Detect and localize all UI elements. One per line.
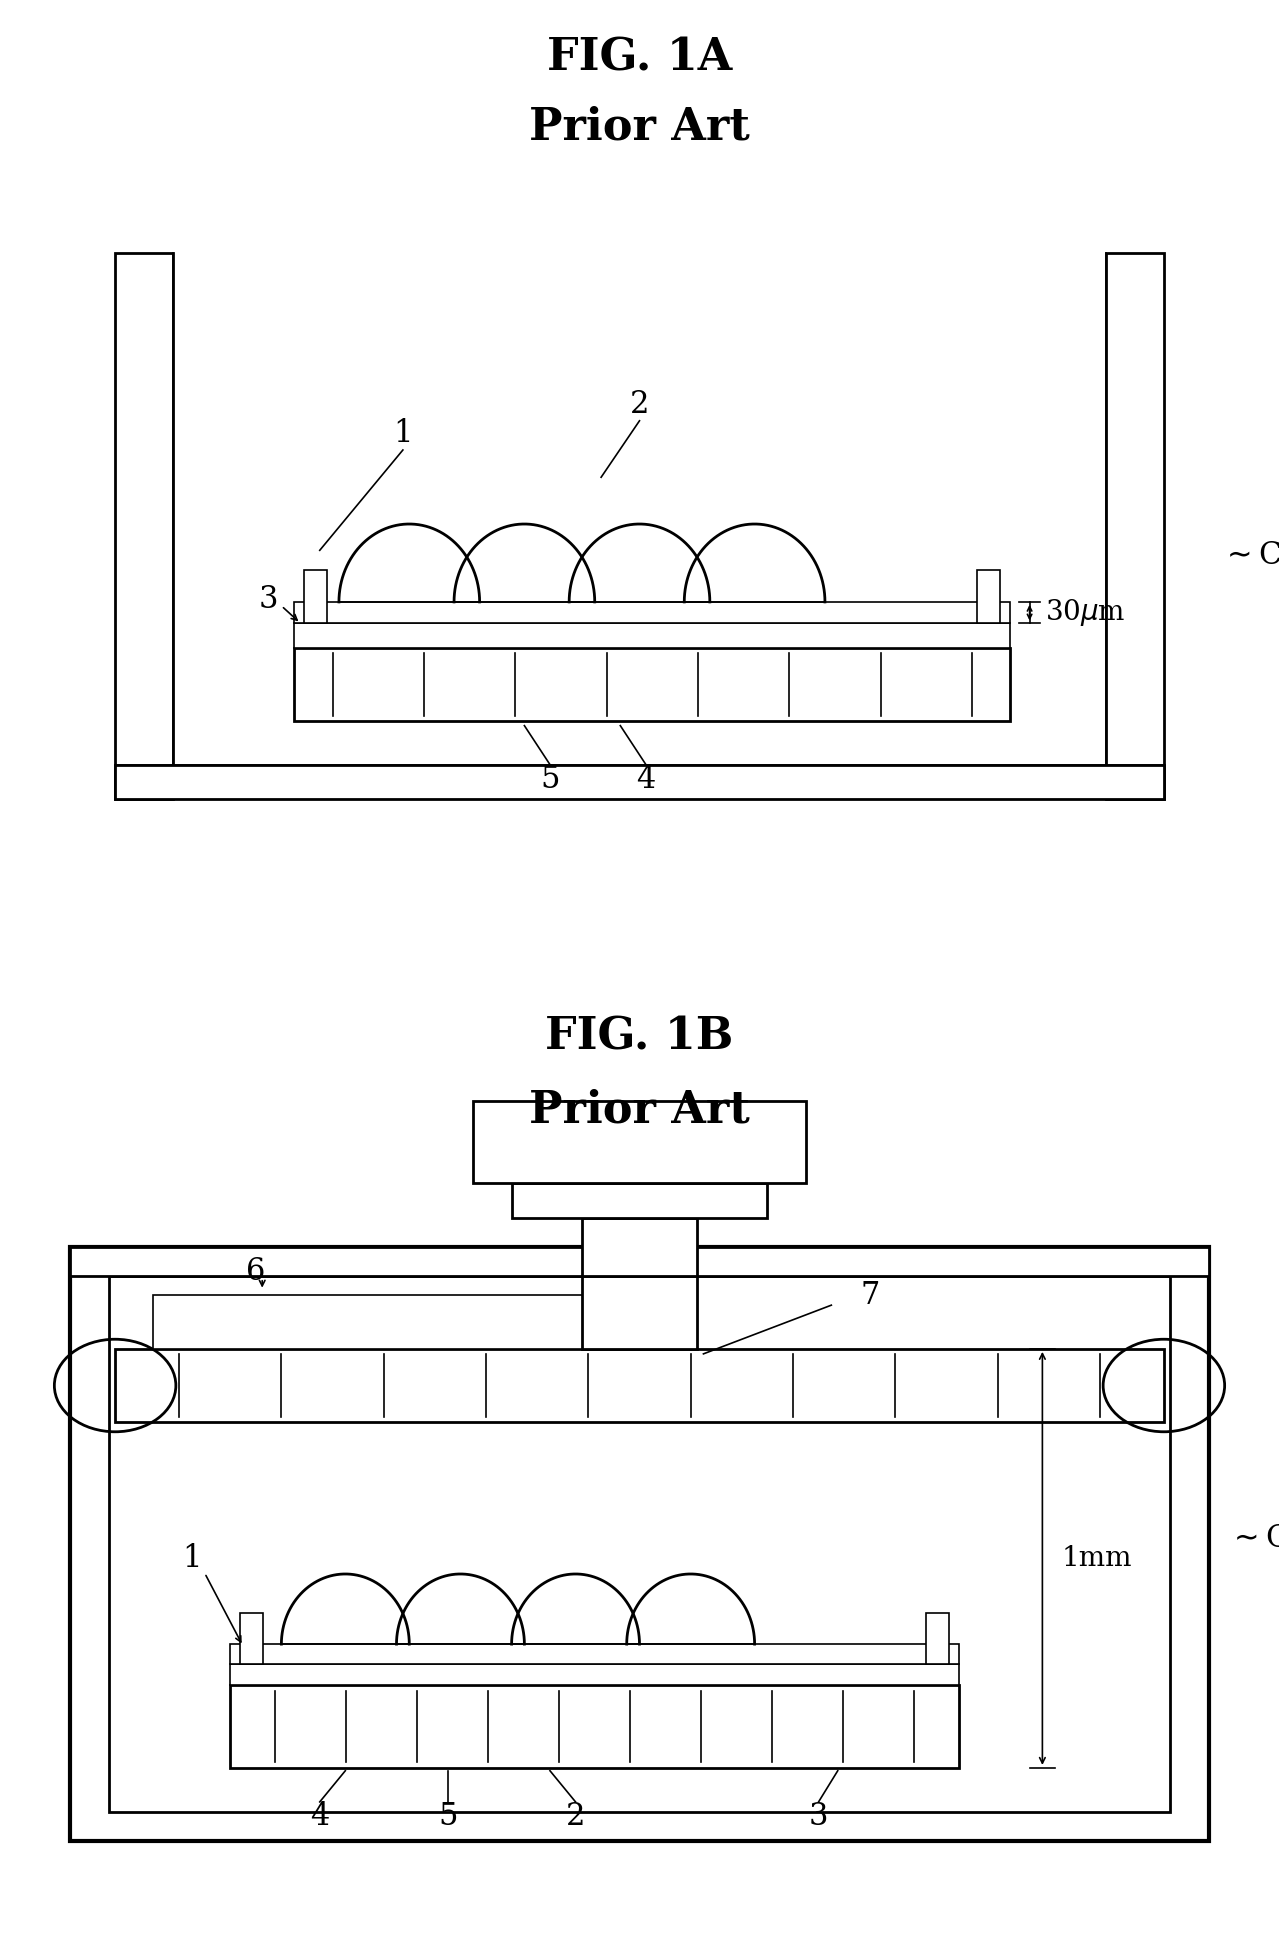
Text: 5: 5: [437, 1802, 458, 1831]
Text: 3: 3: [808, 1802, 829, 1831]
Bar: [582, 1276, 697, 1348]
Text: 3: 3: [258, 584, 279, 614]
Text: 4: 4: [310, 1802, 330, 1831]
Text: 7: 7: [859, 1280, 880, 1311]
Bar: [1106, 253, 1164, 799]
Bar: [512, 1182, 767, 1218]
Bar: [115, 766, 1164, 799]
Text: 1: 1: [393, 419, 413, 448]
Text: 4: 4: [636, 764, 656, 795]
Bar: [70, 1247, 1209, 1276]
Bar: [240, 1613, 263, 1664]
Text: Prior Art: Prior Art: [530, 105, 749, 148]
Bar: [473, 1101, 806, 1182]
Bar: [304, 569, 327, 623]
Bar: [926, 1613, 949, 1664]
Bar: [230, 1644, 959, 1664]
Text: 1mm: 1mm: [1062, 1545, 1132, 1572]
Bar: [109, 1276, 1170, 1812]
Text: $\sim$C: $\sim$C: [1228, 1523, 1279, 1555]
Text: 30$\mu$m: 30$\mu$m: [1045, 598, 1126, 627]
Text: 5: 5: [540, 764, 560, 795]
Bar: [70, 1247, 1209, 1841]
Text: 2: 2: [565, 1802, 586, 1831]
Text: 6: 6: [246, 1256, 266, 1286]
Bar: [977, 569, 1000, 623]
Text: FIG. 1B: FIG. 1B: [545, 1015, 734, 1060]
Text: 1: 1: [182, 1543, 202, 1574]
Bar: [582, 1218, 697, 1276]
Bar: [153, 1295, 665, 1348]
Text: Prior Art: Prior Art: [530, 1089, 749, 1132]
Text: 2: 2: [629, 390, 650, 419]
Text: FIG. 1A: FIG. 1A: [547, 37, 732, 80]
Bar: [294, 623, 1010, 647]
Bar: [230, 1664, 959, 1685]
Bar: [294, 647, 1010, 721]
Text: $\sim$C: $\sim$C: [1221, 540, 1279, 571]
Bar: [115, 253, 173, 799]
Bar: [294, 602, 1010, 623]
Bar: [230, 1685, 959, 1769]
Bar: [115, 1348, 1164, 1422]
